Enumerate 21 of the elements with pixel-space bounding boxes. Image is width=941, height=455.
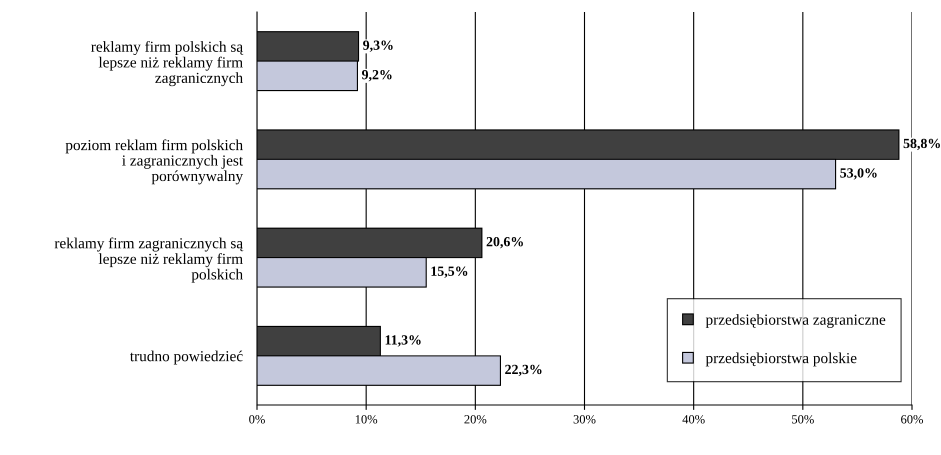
x-tick-label: 30% [574, 415, 596, 424]
x-tick-label: 40% [682, 415, 705, 424]
data-label: 15,5% [431, 266, 468, 278]
y-tick-label: reklamy firm polskich są lepsze niż reklamy firm zagranicznych [91, 40, 244, 86]
y-tick-label: reklamy firm zagranicznych są lepsze niż reklamy firm polskich [54, 237, 244, 283]
data-label: 20,6% [486, 236, 523, 248]
data-label: 11,3% [386, 335, 421, 347]
data-label: 9,3% [363, 40, 393, 52]
data-label: 58,8% [904, 138, 940, 150]
y-tick-label: poziom reklam firm polskich i zagranicznych jest porównywalny [66, 139, 244, 184]
legend-label: przedsiębiorstwa polskie [706, 352, 856, 366]
data-label: 9,2% [362, 70, 392, 82]
x-tick-label: 0% [249, 415, 265, 424]
x-tick-label: 20% [464, 415, 486, 424]
x-tick-label: 60% [901, 415, 924, 424]
x-tick-label: 10% [356, 415, 378, 424]
legend-label: przedsiębiorstwa zagraniczne [706, 314, 886, 328]
x-tick-label: 50% [792, 415, 814, 424]
data-label: 53,0% [840, 168, 877, 180]
data-label: 22,3% [505, 364, 542, 376]
y-tick-label: trudno powiedzieć [130, 350, 243, 364]
